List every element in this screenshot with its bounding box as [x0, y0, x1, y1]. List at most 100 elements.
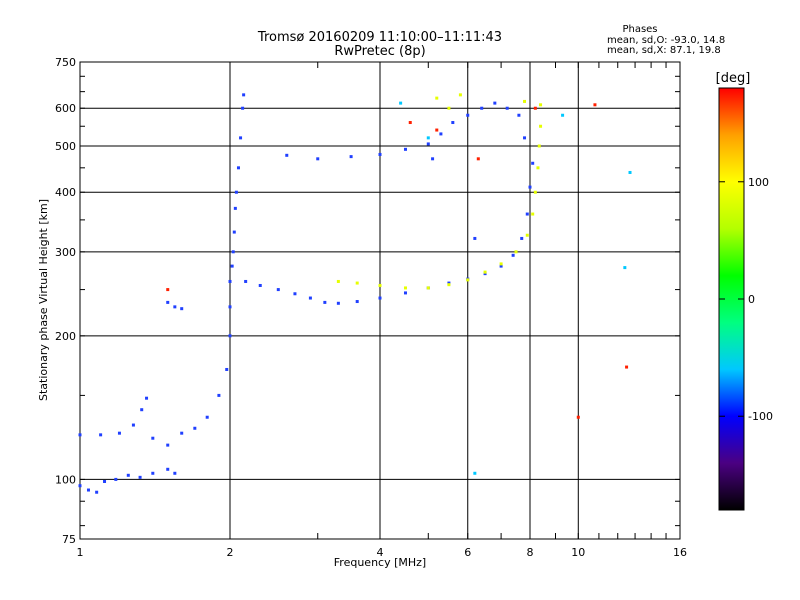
- data-point: [241, 106, 245, 110]
- data-point: [258, 283, 262, 287]
- data-point: [399, 101, 403, 105]
- data-point: [447, 283, 451, 287]
- data-point: [276, 288, 280, 292]
- data-point: [355, 300, 359, 304]
- x-tick-label: 1: [77, 546, 84, 559]
- data-point: [236, 166, 240, 170]
- data-point: [483, 270, 487, 274]
- data-point: [426, 286, 430, 290]
- data-point: [78, 484, 82, 488]
- stats-heading: Phases: [622, 24, 657, 35]
- data-point: [230, 264, 234, 268]
- data-point: [435, 96, 439, 100]
- data-point: [536, 166, 540, 170]
- data-point: [525, 233, 529, 237]
- data-point: [117, 431, 121, 435]
- data-points: [78, 93, 632, 494]
- colorbar-label: [deg]: [716, 71, 751, 86]
- data-point: [403, 147, 407, 151]
- data-point: [447, 106, 451, 110]
- data-point: [483, 272, 487, 276]
- data-point: [323, 300, 327, 304]
- data-point: [232, 230, 236, 234]
- data-point: [225, 367, 229, 371]
- data-point: [493, 101, 497, 105]
- data-point: [228, 279, 232, 283]
- y-axis: 75 100 200 300 400 500 600 750: [55, 56, 680, 546]
- data-point: [151, 471, 155, 475]
- data-point: [531, 212, 535, 216]
- data-point: [166, 467, 170, 471]
- data-point: [623, 266, 627, 270]
- data-point: [511, 253, 515, 257]
- data-point: [336, 279, 340, 283]
- grid-lines: [80, 62, 680, 539]
- data-point: [378, 283, 382, 287]
- y-tick-label: 400: [55, 186, 76, 199]
- data-point: [628, 170, 632, 174]
- x-tick-label: 16: [673, 546, 687, 559]
- y-tick-label: 75: [62, 533, 76, 546]
- chart-subtitle: RwPretec (8p): [334, 44, 425, 59]
- data-point: [505, 106, 509, 110]
- data-point: [316, 157, 320, 161]
- data-point: [86, 488, 90, 492]
- data-point: [426, 136, 430, 140]
- data-point: [625, 365, 629, 369]
- x-tick-label: 2: [227, 546, 234, 559]
- y-tick-label: 200: [55, 330, 76, 343]
- data-point: [447, 281, 451, 285]
- data-point: [378, 152, 382, 156]
- data-point: [193, 426, 197, 430]
- data-point: [499, 262, 503, 266]
- data-point: [233, 206, 237, 210]
- y-axis-label: Stationary phase Virtual Height [km]: [37, 199, 50, 401]
- data-point: [180, 431, 184, 435]
- data-point: [140, 408, 144, 412]
- data-point: [539, 124, 543, 128]
- data-point: [217, 393, 221, 397]
- data-point: [537, 144, 541, 148]
- data-point: [523, 99, 527, 103]
- data-point: [145, 396, 149, 400]
- colorbar-tick-label: -100: [748, 410, 773, 423]
- data-point: [234, 190, 238, 194]
- data-point: [435, 128, 439, 132]
- data-point: [336, 301, 340, 305]
- colorbar-tick-label: 100: [748, 176, 769, 189]
- y-tick-label: 500: [55, 140, 76, 153]
- data-point: [473, 236, 477, 240]
- data-point: [95, 490, 99, 494]
- data-point: [451, 121, 455, 125]
- x-axis-label: Frequency [MHz]: [334, 556, 426, 569]
- data-point: [593, 103, 597, 107]
- data-point: [138, 475, 142, 479]
- data-point: [126, 473, 130, 477]
- data-point: [239, 136, 243, 140]
- data-point: [231, 250, 235, 254]
- data-point: [114, 477, 118, 481]
- data-point: [131, 423, 135, 427]
- x-tick-label: 8: [527, 546, 534, 559]
- data-point: [99, 433, 103, 437]
- y-tick-label: 300: [55, 246, 76, 259]
- data-point: [403, 286, 407, 290]
- data-point: [293, 292, 297, 296]
- data-point: [476, 157, 480, 161]
- stats-line-o: mean, sd,O: -93.0, 14.8: [607, 35, 725, 46]
- data-point: [528, 185, 532, 189]
- data-point: [426, 142, 430, 146]
- data-point: [173, 305, 177, 309]
- data-point: [514, 250, 518, 254]
- x-tick-label: 6: [464, 546, 471, 559]
- data-point: [533, 106, 537, 110]
- data-point: [285, 153, 289, 157]
- data-point: [531, 161, 535, 165]
- data-point: [499, 264, 503, 268]
- x-tick-label: 4: [377, 546, 384, 559]
- data-point: [166, 288, 170, 292]
- data-point: [520, 236, 524, 240]
- data-point: [173, 471, 177, 475]
- data-point: [355, 281, 359, 285]
